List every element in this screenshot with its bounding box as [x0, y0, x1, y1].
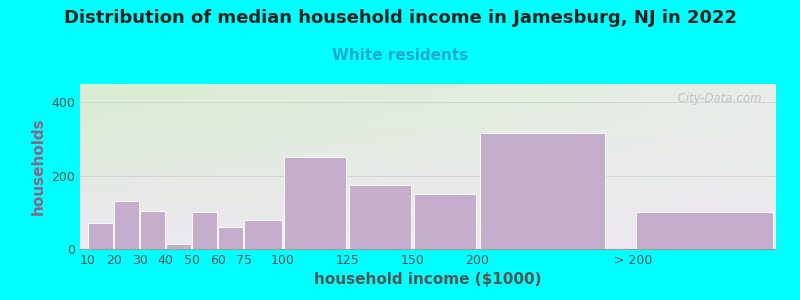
Bar — [88, 223, 114, 249]
X-axis label: household income ($1000): household income ($1000) — [314, 272, 542, 287]
Bar — [349, 185, 411, 249]
Bar — [284, 157, 346, 249]
Text: City-Data.com: City-Data.com — [670, 92, 762, 105]
Text: Distribution of median household income in Jamesburg, NJ in 2022: Distribution of median household income … — [63, 9, 737, 27]
Y-axis label: households: households — [30, 118, 46, 215]
Bar — [636, 212, 773, 249]
Bar — [244, 220, 282, 249]
Bar — [140, 211, 165, 249]
Text: White residents: White residents — [332, 48, 468, 63]
Bar — [414, 194, 476, 249]
Bar — [192, 212, 217, 249]
Bar — [218, 227, 243, 249]
Bar — [166, 244, 191, 249]
Bar — [480, 134, 605, 249]
Bar — [114, 201, 139, 249]
